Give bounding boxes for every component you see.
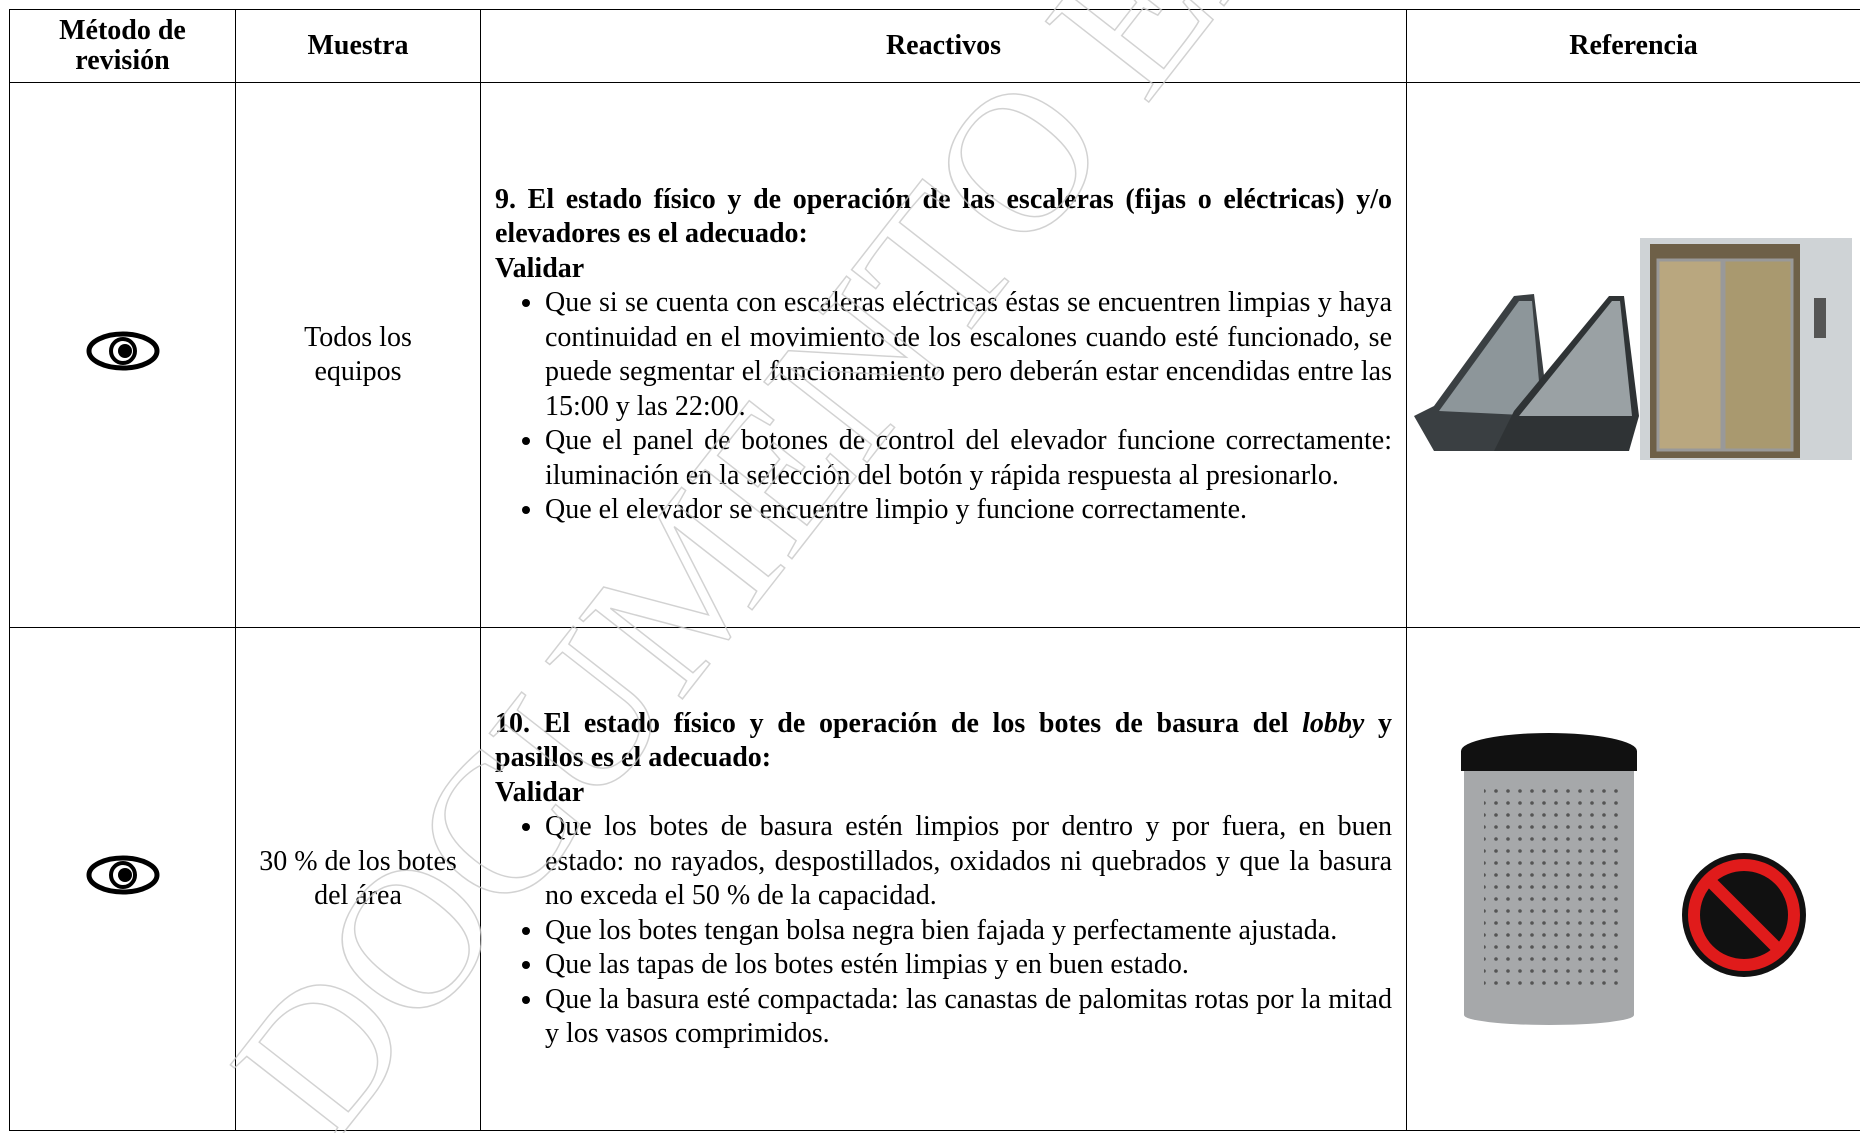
header: Método de revisión: [9, 9, 236, 83]
trash-can-image: [1460, 732, 1806, 1025]
item-number: 10.: [495, 707, 530, 739]
validate: Validar: [495, 252, 585, 284]
row: Todos los equipos 9. El estado físico y …: [9, 82, 1860, 628]
item-number: 9.: [495, 183, 516, 215]
header: Referencia: [1406, 9, 1860, 83]
reference-cell: [1406, 627, 1860, 1131]
bullet-list: Que si se cuenta con escaleras eléctrica…: [495, 286, 1392, 528]
sample: Todos los equipos: [235, 82, 481, 628]
eye-icon: [86, 331, 159, 370]
sample: 30 % de los botes del área: [235, 627, 481, 1131]
title-text: El estado físico y de operación de los b…: [543, 707, 1303, 739]
bullet: Que el elevador se encuentre limpio y fu…: [545, 493, 1392, 528]
title-text: lobby: [1302, 707, 1365, 739]
bullet: Que las tapas de los botes estén limpias…: [545, 948, 1392, 983]
bullet: Que el panel de botones de control del e…: [545, 424, 1392, 493]
item: 10. El estado físico y de operación de l…: [480, 627, 1407, 1131]
method-cell: [9, 627, 236, 1131]
reference-cell: [1406, 82, 1860, 628]
bullet: Que si se cuenta con escaleras eléctrica…: [545, 286, 1392, 424]
title-text: y pasillos es el adecuado:: [495, 707, 1393, 774]
review-table: Método de revisión Muestra Reactivos Ref…: [9, 9, 1860, 1131]
escalator-elevator-image: [1413, 237, 1852, 460]
header-row: Método de revisión Muestra Reactivos Ref…: [9, 9, 1860, 83]
item-title: 10. El estado físico y de operación de l…: [495, 707, 1392, 776]
method-cell: [9, 82, 236, 628]
bullet: Que los botes de basura estén limpios po…: [545, 810, 1392, 914]
header: Reactivos: [480, 9, 1407, 83]
bullet: Que la basura esté compactada: las canas…: [545, 983, 1392, 1052]
item-title: 9. El estado físico y de operación de la…: [495, 183, 1392, 252]
header: Muestra: [235, 9, 481, 83]
eye-icon: [86, 855, 159, 894]
bullet-list: Que los botes de basura estén limpios po…: [495, 810, 1392, 1052]
row: 30 % de los botes del área 10. El estado…: [9, 627, 1860, 1131]
bullet: Que los botes tengan bolsa negra bien fa…: [545, 914, 1392, 949]
validate: Validar: [495, 776, 585, 808]
item: 9. El estado físico y de operación de la…: [480, 82, 1407, 628]
title-text: El estado físico y de operación de las e…: [495, 183, 1393, 250]
